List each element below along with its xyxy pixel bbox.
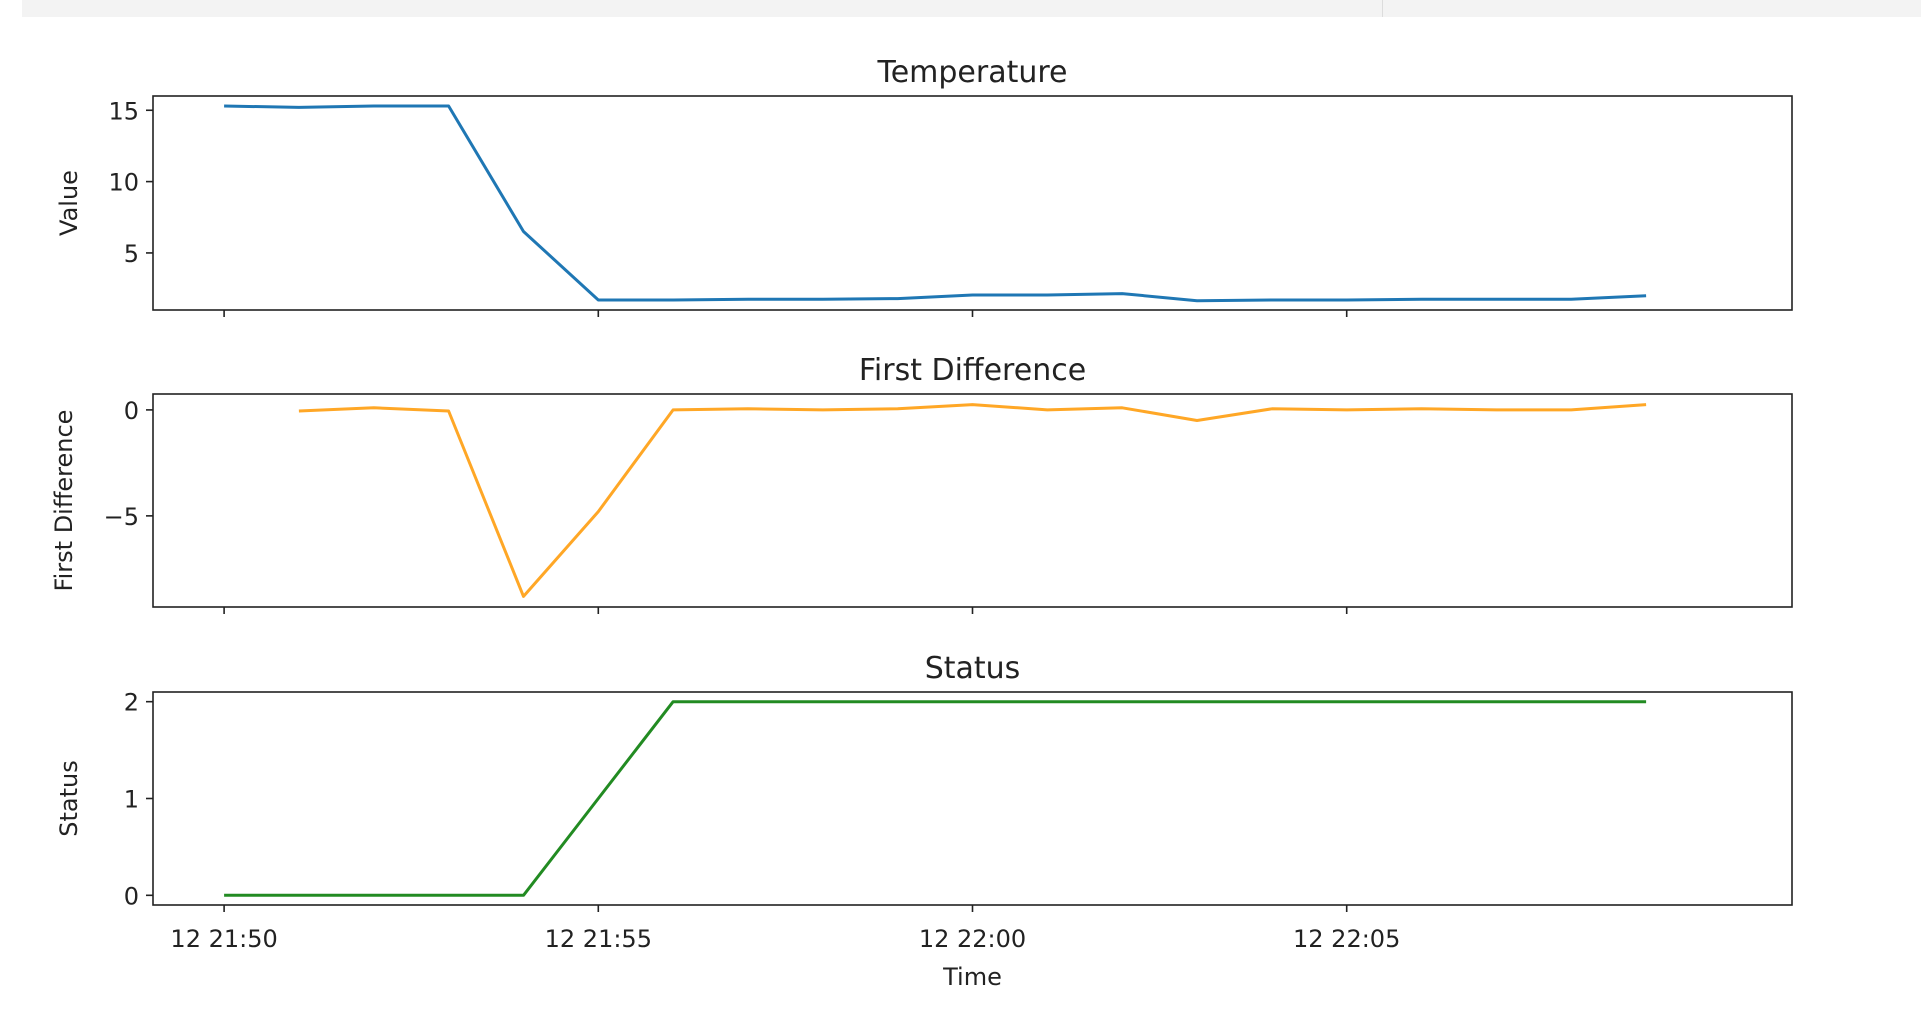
data-point [1420,298,1423,301]
data-point [1121,406,1124,409]
data-point [1046,294,1049,297]
data-point [447,894,450,897]
data-point [1121,700,1124,703]
data-point [1270,299,1273,302]
series-line-first-difference [298,403,1647,598]
toolbar-right-region [1383,0,1921,17]
data-point [821,700,824,703]
data-point [597,797,600,800]
data-point [1420,407,1423,410]
data-point [672,299,675,302]
y-tick-label: 0 [124,397,139,425]
y-axis-label: Value [55,170,83,236]
window-top-bar [0,0,1921,17]
toolbar-divider [1382,0,1383,17]
data-point [372,406,375,409]
data-point [1495,700,1498,703]
x-tick-label: 12 22:05 [1293,925,1400,953]
data-point [1495,298,1498,301]
data-point [971,700,974,703]
data-point [1121,292,1124,295]
y-tick-label: 10 [108,169,139,197]
data-point [971,403,974,406]
data-point [522,894,525,897]
data-point [746,298,749,301]
data-point [1270,700,1273,703]
data-point [896,407,899,410]
y-tick-label: −5 [104,503,139,531]
x-axis-label: Time [942,963,1002,991]
data-point [522,230,525,233]
chart-title-first-difference: First Difference [859,353,1086,388]
data-point [746,700,749,703]
data-point [1570,700,1573,703]
data-point [522,595,525,598]
data-point [1270,407,1273,410]
data-point [1645,403,1648,406]
plot-frame [152,95,1793,311]
x-tick-label: 12 22:00 [919,925,1026,953]
data-point [372,894,375,897]
data-point [597,299,600,302]
chart-title-temperature: Temperature [876,55,1067,90]
data-point [746,407,749,410]
data-point [1345,700,1348,703]
subplot-status: Status 0 1 2 Status 12 21:50 12 21:55 12 22:00 1… [55,651,1793,991]
plot-frame [152,691,1793,906]
data-point [1046,408,1049,411]
data-point [672,700,675,703]
data-point [672,408,675,411]
y-tick-label: 2 [124,689,139,717]
plot-frame [152,393,1793,608]
data-point [1420,700,1423,703]
y-tick-label: 1 [124,786,139,814]
data-point [821,408,824,411]
subplot-first-difference: First Difference −5 0 First Difference [50,353,1793,614]
data-point [1570,408,1573,411]
data-point [297,106,300,109]
y-axis-label: Status [55,760,83,836]
data-point [297,894,300,897]
data-point [1046,700,1049,703]
subplot-temperature: Temperature 5 10 15 Value [55,55,1793,317]
data-point [223,104,226,107]
x-tick-label: 12 21:50 [170,925,277,953]
data-point [223,894,226,897]
data-point [1196,299,1199,302]
data-point [1645,294,1648,297]
y-axis-label: First Difference [50,410,78,592]
data-point [1196,700,1199,703]
y-tick-label: 5 [124,240,139,268]
data-point [896,297,899,300]
series-line-temperature [224,104,1647,303]
data-point [1645,700,1648,703]
series-line-status [224,700,1647,897]
data-point [971,294,974,297]
data-point [1345,408,1348,411]
y-tick-label: 0 [124,882,139,910]
chart-title-status: Status [925,651,1021,686]
data-point [297,409,300,412]
data-point [896,700,899,703]
data-point [1196,419,1199,422]
data-point [372,104,375,107]
data-point [821,298,824,301]
x-tick-label: 12 21:55 [545,925,652,953]
data-point [447,409,450,412]
y-tick-label: 15 [108,97,139,125]
data-point [597,510,600,513]
data-point [1570,298,1573,301]
data-point [447,104,450,107]
data-point [1345,299,1348,302]
toolbar-left-region [22,0,1382,17]
data-point [1495,408,1498,411]
